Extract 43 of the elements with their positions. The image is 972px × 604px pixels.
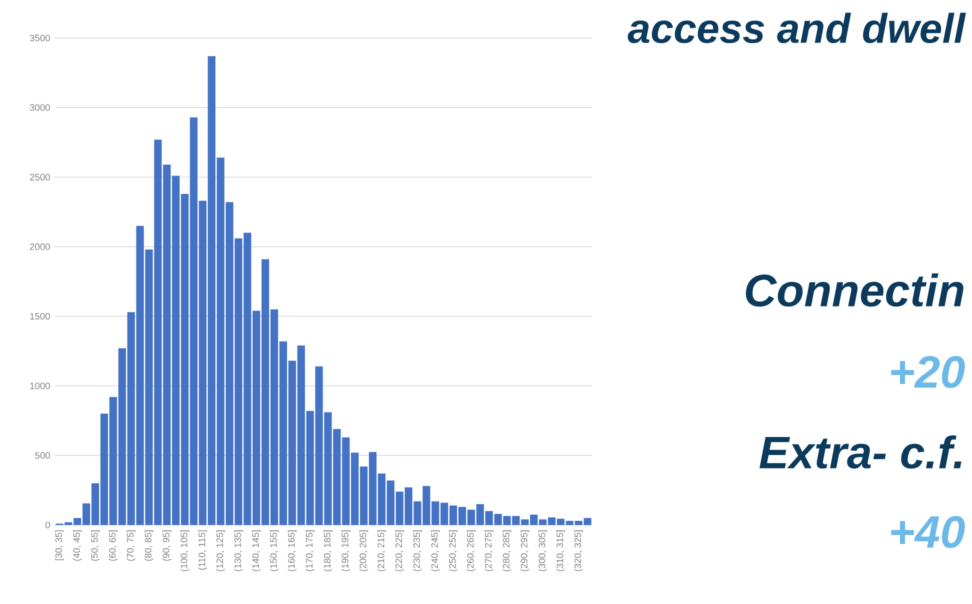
text: Connectin <box>746 273 964 307</box>
x-tick-label: [30, 35] <box>55 530 64 560</box>
y-tick-label: 3500 <box>30 34 50 42</box>
x-tick-label: (150, 155] <box>270 530 279 572</box>
x-tick-label: (290, 295] <box>520 530 530 572</box>
x-tick-label: (240, 245] <box>431 530 440 572</box>
x-tick-label: (140, 145] <box>252 530 261 572</box>
x-tick-label: (90, 95] <box>162 530 172 561</box>
x-tick-label: (220, 225] <box>395 530 404 572</box>
x-tick-label: (260, 265] <box>466 530 476 572</box>
y-tick-label: 2500 <box>30 174 50 180</box>
x-tick-label: (160, 165] <box>288 530 297 572</box>
y-tick-label: 1000 <box>30 382 50 390</box>
y-tick-label: 1500 <box>30 312 50 320</box>
text: +20 <box>891 356 965 388</box>
x-tick-label: (70, 75] <box>126 530 136 561</box>
x-tick-label: (60, 65] <box>108 530 118 561</box>
x-tick-label: (110, 115] <box>198 530 208 570</box>
y-tick-label: 3000 <box>30 104 50 111</box>
x-tick-label: (230, 235] <box>413 530 422 572</box>
x-tick-label: (40, 45] <box>73 530 82 561</box>
x-tick-label: (300, 305] <box>538 530 548 572</box>
text: access and dwell <box>628 12 966 44</box>
x-tick-label: (310, 315] <box>556 530 566 572</box>
text: Extra- c.f. <box>760 435 962 469</box>
x-tick-label: (50, 55] <box>90 530 100 561</box>
x-tick-label: (130, 135] <box>234 530 243 572</box>
x-tick-label: (210, 215] <box>377 530 386 572</box>
y-tick-label: 2000 <box>30 243 50 250</box>
x-tick-label: (250, 255] <box>448 530 458 572</box>
x-tick-label: (100, 105] <box>180 530 190 572</box>
y-tick-label: 500 <box>35 452 50 459</box>
x-tick-label: (200, 205] <box>359 530 368 572</box>
x-tick-label: (280, 285] <box>502 530 512 572</box>
x-tick-label: (190, 195] <box>342 530 350 572</box>
x-tick-label: (170, 175] <box>306 530 314 572</box>
y-tick-label: 0 <box>45 522 50 528</box>
x-tick-label: (320, 325] <box>574 530 583 572</box>
x-tick-label: (80, 85] <box>144 530 154 561</box>
x-tick-label: (120, 125] <box>216 530 225 572</box>
x-tick-label: (180, 185] <box>324 530 332 572</box>
text: +40 <box>891 516 965 548</box>
x-tick-label: (270, 275] <box>484 530 494 572</box>
